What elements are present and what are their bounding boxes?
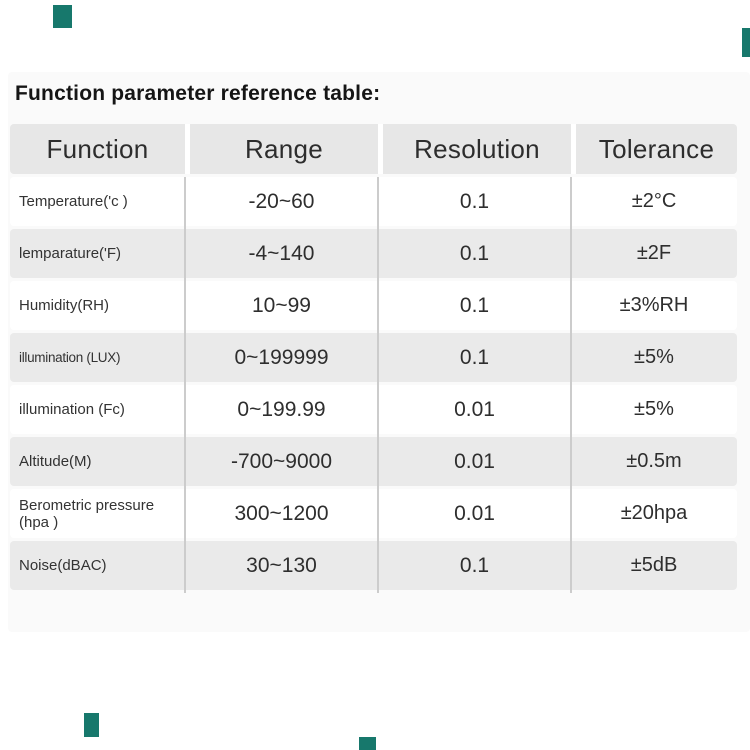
column-header-range: Range xyxy=(185,124,378,174)
resolution-value-cell: 0.01 xyxy=(454,397,495,421)
range-value-cell: 0~199.99 xyxy=(237,397,326,421)
tolerance-value-cell: ±3%RH xyxy=(619,294,689,316)
range-value-cell: -20~60 xyxy=(248,189,315,213)
table-row: Noise(dBAC) 30~130 0.1 ±5dB xyxy=(10,541,737,590)
column-separator-line xyxy=(377,177,379,593)
resolution-value-cell: 0.1 xyxy=(459,293,490,317)
column-separator-line xyxy=(184,177,186,593)
watermark-fragment xyxy=(84,713,99,737)
function-name-cell: illumination (Fc) xyxy=(19,401,125,418)
column-header-function: Function xyxy=(10,124,185,174)
function-name-cell: illumination (LUX) xyxy=(19,350,121,365)
range-value-cell: -700~9000 xyxy=(230,449,332,473)
tolerance-value-cell: ±5dB xyxy=(630,554,678,576)
table-header-row: Function Range Resolution Tolerance xyxy=(10,124,737,174)
resolution-value-cell: 0.1 xyxy=(459,241,490,265)
table-row: illumination (LUX) 0~199999 0.1 ±5% xyxy=(10,333,737,382)
range-value-cell: 0~199999 xyxy=(234,345,329,369)
watermark-fragment xyxy=(53,5,72,28)
table-row: illumination (Fc) 0~199.99 0.01 ±5% xyxy=(10,385,737,434)
range-value-cell: -4~140 xyxy=(248,241,315,265)
function-name-cell: Humidity(RH) xyxy=(19,297,109,314)
tolerance-value-cell: ±2F xyxy=(636,242,672,264)
page-title: Function parameter reference table: xyxy=(15,82,381,105)
tolerance-value-cell: ±0.5m xyxy=(626,450,682,472)
function-name-cell: Temperature('c ) xyxy=(19,193,128,210)
function-name-cell: Berometric pressure (hpa ) xyxy=(19,496,155,531)
table-body: Temperature('c ) -20~60 0.1 ±2°C lemparature… xyxy=(10,177,737,593)
resolution-value-cell: 0.1 xyxy=(459,189,490,213)
function-name-cell: lemparature('F) xyxy=(19,245,122,262)
range-value-cell: 300~1200 xyxy=(234,501,329,525)
table-row: Altitude(M) -700~9000 0.01 ±0.5m xyxy=(10,437,737,486)
range-value-cell: 30~130 xyxy=(246,553,317,577)
column-header-tolerance: Tolerance xyxy=(571,124,737,174)
watermark-fragment xyxy=(359,737,376,750)
watermark-fragment xyxy=(742,28,750,57)
tolerance-value-cell: ±20hpa xyxy=(620,502,688,524)
function-name-cell: Noise(dBAC) xyxy=(19,557,107,574)
table-row: lemparature('F) -4~140 0.1 ±2F xyxy=(10,229,737,278)
tolerance-value-cell: ±5% xyxy=(634,398,674,420)
column-separator-line xyxy=(570,177,572,593)
parameter-table: Function Range Resolution Tolerance Tempera… xyxy=(10,124,737,593)
table-row: Humidity(RH) 10~99 0.1 ±3%RH xyxy=(10,281,737,330)
tolerance-value-cell: ±2°C xyxy=(631,190,677,212)
range-value-cell: 10~99 xyxy=(252,293,311,317)
tolerance-value-cell: ±5% xyxy=(634,346,674,368)
function-name-cell: Altitude(M) xyxy=(19,453,92,470)
resolution-value-cell: 0.01 xyxy=(454,501,495,525)
table-row: Temperature('c ) -20~60 0.1 ±2°C xyxy=(10,177,737,226)
column-header-resolution: Resolution xyxy=(378,124,571,174)
resolution-value-cell: 0.1 xyxy=(459,345,490,369)
resolution-value-cell: 0.1 xyxy=(459,553,490,577)
table-row: Berometric pressure (hpa ) 300~1200 0.01 ±2… xyxy=(10,489,737,538)
resolution-value-cell: 0.01 xyxy=(454,449,495,473)
